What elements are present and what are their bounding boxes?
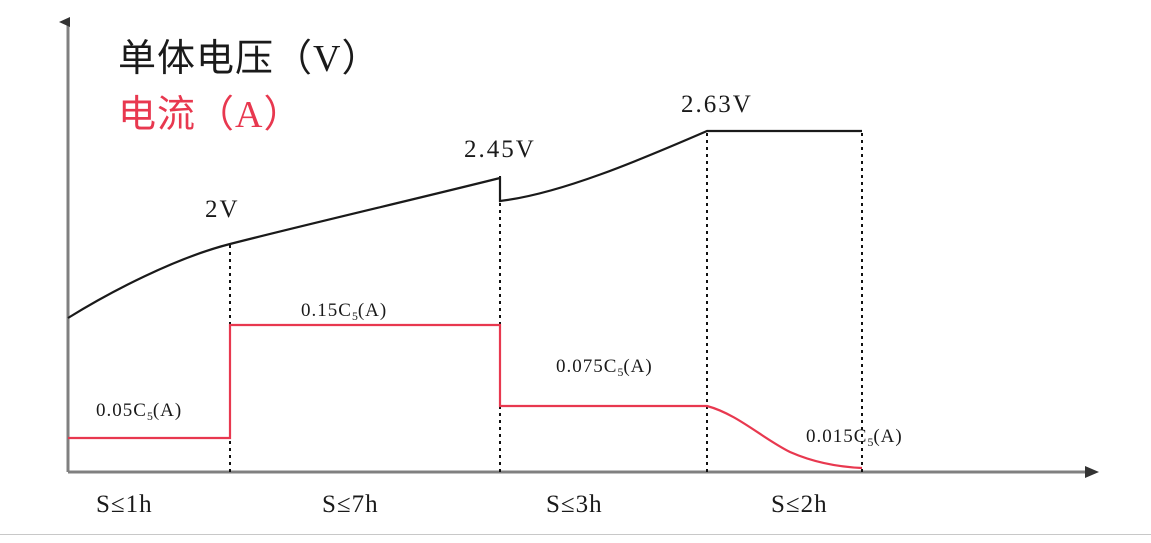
current-subscript-4: 5 [867,436,874,449]
voltage-annotation-2-63v: 2.63V [681,91,753,118]
current-annotation-stage-4: 0.015C5(A) [806,426,903,449]
current-subscript-3: 5 [617,366,624,379]
current-annotation-stage-2: 0.15C5(A) [301,300,388,323]
current-subscript-2: 5 [351,310,358,323]
bottom-divider [0,534,1151,535]
legend-current-label: 电流（A） [118,94,303,136]
x-tick-label-stage-3: S≤3h [546,491,603,518]
current-unit-1: (A) [152,400,183,421]
current-value-1: 0.05C [96,400,147,421]
current-unit-2: (A) [357,300,388,321]
voltage-annotation-2v: 2V [205,196,240,223]
current-unit-3: (A) [623,356,653,377]
current-unit-4: (A) [873,426,903,447]
current-value-2: 0.15C [301,300,352,321]
x-tick-label-stage-2: S≤7h [322,491,379,518]
legend-voltage-label: 单体电压（V） [118,38,381,80]
current-subscript-1: 5 [146,410,153,423]
current-value-3: 0.075C [556,356,618,377]
x-tick-label-stage-4: S≤2h [771,491,828,518]
x-tick-label-stage-1: S≤1h [96,491,153,518]
current-annotation-stage-3: 0.075C5(A) [556,356,653,379]
voltage-annotation-2-45v: 2.45V [464,136,536,163]
current-curve [68,323,863,470]
current-value-4: 0.015C [806,426,868,447]
current-annotation-stage-1: 0.05C5(A) [96,400,183,423]
voltage-curve [67,129,862,319]
